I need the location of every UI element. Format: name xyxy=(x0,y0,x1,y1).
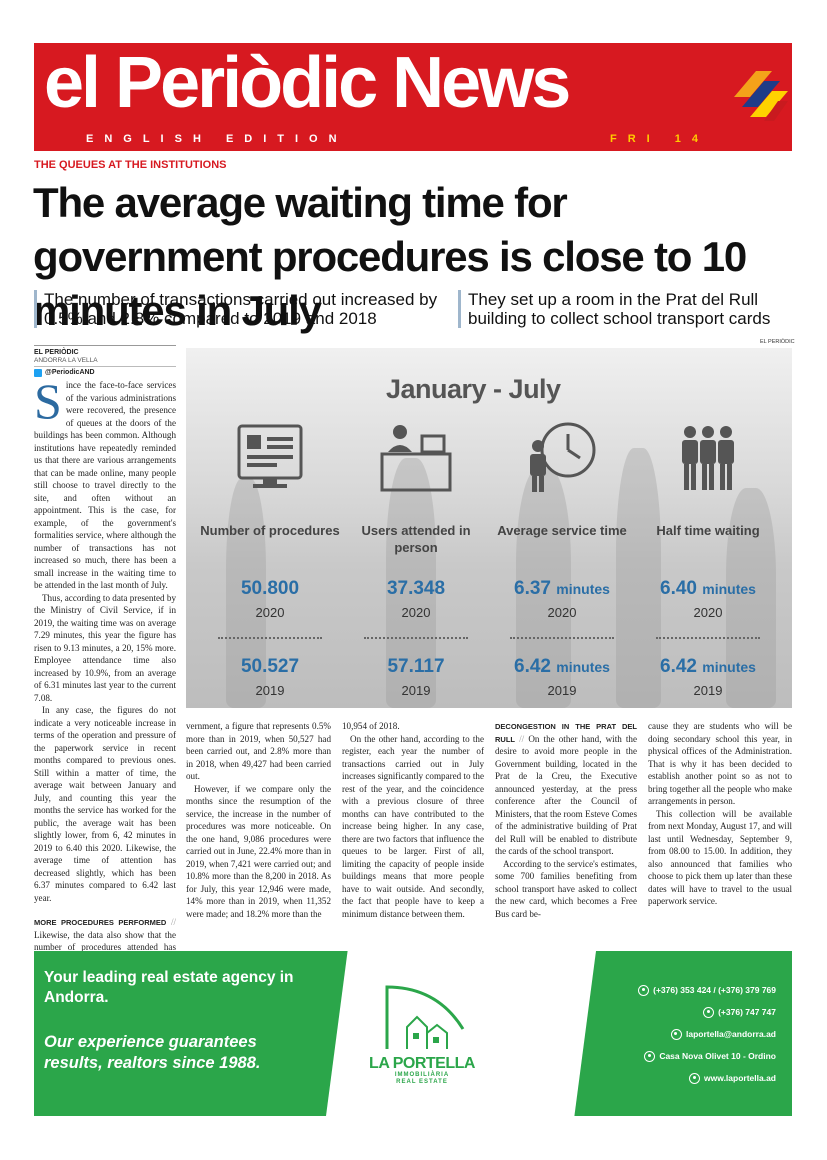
stat-value-2020: 37.348 xyxy=(386,578,446,599)
stat-year: 2019 xyxy=(547,683,577,698)
contact-phone[interactable]: (+376) 747 747 xyxy=(718,1006,776,1017)
paragraph: In any case, the figures do not indicate… xyxy=(34,705,176,903)
photo-credit: EL PERIÒDIC xyxy=(760,339,795,345)
subhead-left: The number of transactions carried out i… xyxy=(34,290,452,328)
article-column-5: cause they are students who will be doin… xyxy=(648,720,792,908)
stat-value-2019: 57.117 xyxy=(387,656,445,677)
article-column-3: 10,954 of 2018. On the other hand, accor… xyxy=(342,720,484,920)
stat-label: Users attended in person xyxy=(361,523,471,555)
stripes-logo-icon xyxy=(734,71,788,121)
headline: The average waiting time for government … xyxy=(33,179,747,334)
stat-value-2020: 6.40 xyxy=(660,578,697,599)
paragraph: Thus, according to data presented by the… xyxy=(34,592,176,703)
runin-heading: MORE PROCEDURES PERFORMED xyxy=(34,918,167,927)
stat-cell-service-time: Average service time 6.37 minutes 2020 6… xyxy=(492,422,632,697)
infographic: January - July Number of procedures 50.8… xyxy=(186,348,792,708)
stat-unit: minutes xyxy=(556,581,610,597)
masthead-edition: ENGLISH EDITION xyxy=(86,133,348,145)
masthead-title: el Periòdic News xyxy=(44,43,571,123)
ad-headline: Your leading real estate agency in Andor… xyxy=(44,969,294,1006)
paragraph: However, if we compare only the months s… xyxy=(186,783,331,919)
stat-label: Average service time xyxy=(497,523,627,538)
paragraph: This collection will be available from n… xyxy=(648,808,792,907)
stat-year: 2019 xyxy=(693,683,723,698)
stat-value-2019: 6.42 xyxy=(660,656,697,677)
contact-address: Casa Nova Olivet 10 - Ordino xyxy=(659,1050,776,1061)
location-icon xyxy=(644,1050,656,1062)
ad-brand-sub-line: REAL ESTATE xyxy=(396,1079,448,1086)
stat-cell-waiting: Half time waiting 6.40 minutes 2020 6.42… xyxy=(638,422,778,697)
runin-heading: DECONGESTION IN THE PRAT DEL RULL xyxy=(495,722,637,744)
house-logo-icon xyxy=(385,985,465,1049)
byline-place: ANDORRA LA VELLA xyxy=(34,357,176,367)
stat-unit: minutes xyxy=(702,659,756,675)
byline-outlet: EL PERIÒDIC xyxy=(34,349,79,356)
stat-unit: minutes xyxy=(702,581,756,597)
stat-label: Half time waiting xyxy=(656,523,760,538)
computer-form-icon xyxy=(237,424,303,488)
contact-phones[interactable]: (+376) 353 424 / (+376) 379 769 xyxy=(653,984,776,995)
contact-website[interactable]: www.laportella.ad xyxy=(704,1072,776,1083)
stat-year: 2020 xyxy=(547,605,577,620)
paragraph: On the other hand, according to the regi… xyxy=(342,733,484,919)
stat-cell-users: Users attended in person 37.348 2020 57.… xyxy=(346,422,486,697)
stat-value-2020: 6.37 xyxy=(514,578,551,599)
stat-value-2020: 50.800 xyxy=(240,578,300,599)
stat-value-2019: 50.527 xyxy=(240,656,300,677)
infographic-title: January - July xyxy=(386,374,561,404)
ad-slogan: Our experience guarantees results, realt… xyxy=(44,1033,261,1072)
stat-year: 2020 xyxy=(401,605,431,620)
masthead-date: FRI 14 xyxy=(610,133,710,145)
clock-people-icon xyxy=(530,422,596,492)
stat-year: 2020 xyxy=(693,605,723,620)
section-tag: THE QUEUES AT THE INSTITUTIONS xyxy=(34,159,227,171)
paragraph: On the other hand, with the desire to av… xyxy=(495,733,638,857)
advertisement[interactable]: Your leading real estate agency in Andor… xyxy=(34,951,792,1116)
stat-value-2019: 6.42 xyxy=(514,656,551,677)
article-column-4: DECONGESTION IN THE PRAT DEL RULL // On … xyxy=(495,722,638,919)
stat-year: 2019 xyxy=(255,683,285,698)
paragraph: ince the face-to-face services of the va… xyxy=(34,380,176,590)
stat-label: Number of procedures xyxy=(200,523,340,538)
web-icon xyxy=(689,1072,701,1084)
twitter-icon xyxy=(34,368,42,377)
stat-year: 2020 xyxy=(255,605,285,620)
stat-cell-procedures: Number of procedures 50.800 2020 50.527 … xyxy=(200,422,340,697)
masthead: el Periòdic News ENGLISH EDITION FRI 14 xyxy=(34,43,792,151)
desk-attendant-icon xyxy=(380,425,452,492)
byline: EL PERIÒDIC ANDORRA LA VELLA @PeriodicAN… xyxy=(34,345,176,377)
ad-contacts: (+376) 353 424 / (+376) 379 769 (+376) 7… xyxy=(638,979,776,1089)
subhead-right: They set up a room in the Prat del Rull … xyxy=(458,290,798,328)
paragraph: vernment, a figure that represents 0.5% … xyxy=(186,721,331,781)
article-column-2: vernment, a figure that represents 0.5% … xyxy=(186,720,331,920)
ad-brand: LA PORTELLA xyxy=(369,1055,475,1072)
contact-email[interactable]: laportella@andorra.ad xyxy=(685,1028,776,1039)
ad-brand-sub-line: IMMOBILIÀRIA xyxy=(394,1072,450,1078)
queue-people-icon xyxy=(682,426,734,490)
whatsapp-icon xyxy=(638,984,650,996)
ad-brand-sub: IMMOBILIÀRIA REAL ESTATE xyxy=(352,1072,492,1086)
email-icon xyxy=(670,1028,682,1040)
phone-icon xyxy=(703,1006,715,1018)
ad-logo: LA PORTELLA IMMOBILIÀRIA REAL ESTATE xyxy=(352,981,492,1086)
stat-unit: minutes xyxy=(556,659,610,675)
paragraph: cause they are students who will be doin… xyxy=(648,721,792,806)
twitter-handle[interactable]: @PeriodicAND xyxy=(45,369,95,377)
paragraph: 10,954 of 2018. xyxy=(342,721,400,731)
dropcap: S xyxy=(34,373,62,429)
stat-year: 2019 xyxy=(401,683,431,698)
paragraph: According to the service's estimates, so… xyxy=(495,858,637,919)
ad-white-band xyxy=(326,951,596,1116)
